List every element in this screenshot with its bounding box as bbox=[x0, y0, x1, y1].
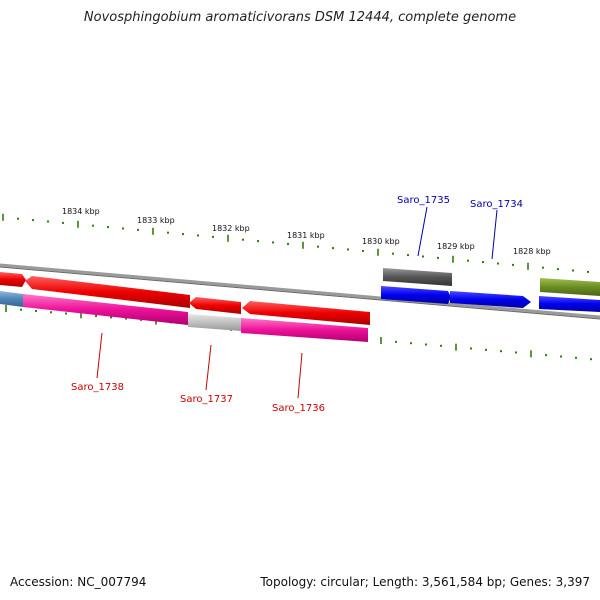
gene-bottom-pink-1736[interactable] bbox=[241, 318, 368, 342]
genome-title: Novosphingobium aromaticivorans DSM 1244… bbox=[83, 10, 517, 25]
gene-bottom-gray-1737[interactable] bbox=[188, 314, 241, 331]
gene-top-blue-1735[interactable] bbox=[381, 286, 451, 304]
gene-bottom-steel[interactable] bbox=[0, 291, 23, 307]
gene-label-saro-1736: Saro_1736 bbox=[272, 403, 325, 414]
kbp-label-1833: 1833 kbp bbox=[137, 216, 175, 225]
kbp-label-1831: 1831 kbp bbox=[287, 231, 325, 240]
gene-top-red-a[interactable] bbox=[25, 276, 190, 308]
gene-top-blue-right[interactable] bbox=[539, 296, 600, 312]
gene-label-saro-1738: Saro_1738 bbox=[71, 382, 124, 393]
gene-top-olive[interactable] bbox=[540, 278, 600, 296]
leader-saro-1737 bbox=[205, 344, 212, 391]
gene-label-saro-1735: Saro_1735 bbox=[397, 195, 450, 206]
kbp-label-1834: 1834 kbp bbox=[62, 207, 100, 216]
gene-label-saro-1734: Saro_1734 bbox=[470, 199, 523, 210]
leader-saro-1736 bbox=[297, 352, 303, 399]
kbp-label-1828: 1828 kbp bbox=[513, 247, 551, 256]
genome-backbone-outer bbox=[0, 263, 600, 319]
gene-label-saro-1737: Saro_1737 bbox=[180, 394, 233, 405]
gene-top-blue-1734[interactable] bbox=[450, 291, 531, 308]
leader-saro-1738 bbox=[96, 332, 103, 379]
accession-text: Accession: NC_007794 bbox=[10, 575, 147, 589]
gene-top-red-b[interactable] bbox=[189, 297, 241, 314]
top-tick-marks bbox=[2, 213, 589, 273]
leader-saro-1734 bbox=[491, 209, 498, 260]
gene-top-red-left[interactable] bbox=[0, 272, 26, 287]
leader-saro-1735 bbox=[417, 206, 428, 257]
gene-top-red-c[interactable] bbox=[242, 301, 370, 325]
kbp-label-1830: 1830 kbp bbox=[362, 237, 400, 246]
kbp-label-1829: 1829 kbp bbox=[437, 242, 475, 251]
gene-top-gray-1735[interactable] bbox=[383, 268, 452, 286]
genome-backbone-inner bbox=[0, 266, 600, 320]
gene-bottom-pink-1738[interactable] bbox=[23, 294, 188, 325]
kbp-label-1832: 1832 kbp bbox=[212, 224, 250, 233]
topology-text: Topology: circular; Length: 3,561,584 bp… bbox=[260, 575, 590, 589]
